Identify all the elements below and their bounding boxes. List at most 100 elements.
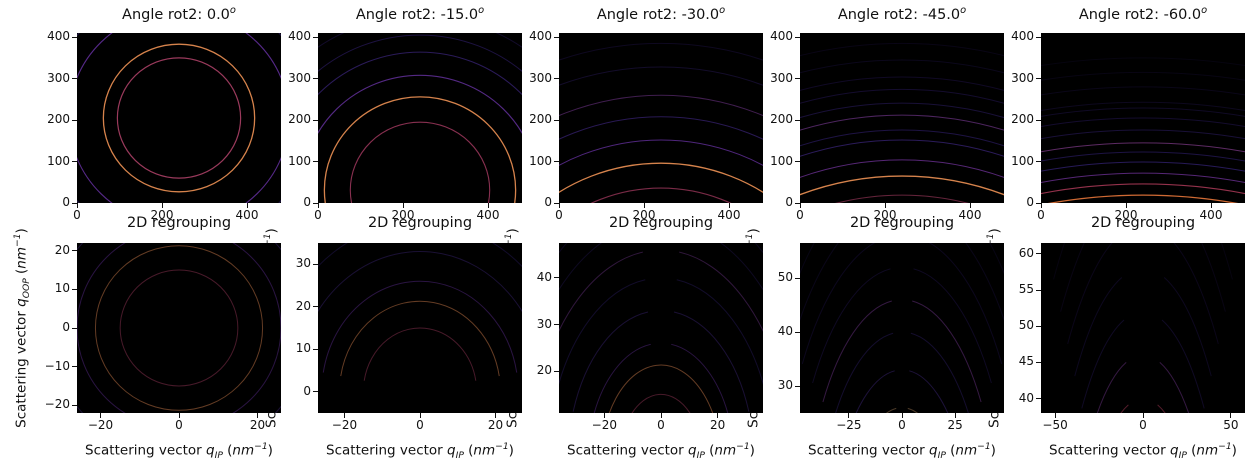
subplot-title: 2D regrouping	[531, 215, 791, 232]
y-tick-label-text: 200	[288, 112, 311, 127]
q-variable: q	[688, 442, 697, 459]
q-subscript: IP	[697, 450, 705, 461]
x-axis-label: Scattering vector qIP (nm−1)	[541, 441, 781, 461]
y-tick-label-text: 55	[1018, 282, 1034, 297]
y-tick-mark	[313, 36, 318, 38]
x-tick-label-text: 0	[416, 418, 424, 432]
degree-superscript-text: o	[229, 5, 236, 16]
subplot-title: 2D regrouping	[49, 215, 309, 232]
y-tick-label-text: 200	[770, 112, 793, 127]
y-tick-mark	[1036, 325, 1041, 327]
unit-exponent: −1	[977, 441, 991, 452]
y-tick-label: 400	[499, 29, 552, 44]
y-tick-mark	[1036, 289, 1041, 291]
y-tick-label: −10	[17, 359, 70, 374]
y-tick-label-text: 0	[1026, 195, 1034, 209]
unit-open: (	[13, 268, 30, 279]
degree-superscript: o	[719, 5, 725, 16]
y-tick-mark	[1036, 36, 1041, 38]
x-tick-label-text: 0	[73, 208, 81, 222]
x-tick-mark	[728, 203, 730, 208]
x-tick-mark	[603, 413, 605, 418]
x-axis-label-text: Scattering vector	[808, 442, 930, 459]
y-tick-mark	[72, 36, 77, 38]
subplot-title-text: Angle rot2: 0.0	[122, 6, 230, 23]
unit-open: (	[463, 442, 474, 459]
y-tick-label-text: 100	[529, 153, 552, 168]
y-tick-label-text: 100	[770, 153, 793, 168]
y-tick-label: 0	[17, 195, 70, 210]
q-variable: q	[13, 298, 30, 307]
y-tick-label: 40	[981, 391, 1034, 406]
y-tick-mark	[554, 277, 559, 279]
x-tick-mark	[161, 203, 163, 208]
unit-exponent: −1	[1218, 441, 1232, 452]
y-tick-label-text: 10	[54, 281, 70, 296]
x-tick-label: 400	[701, 208, 757, 223]
q-subscript-text: IP	[1178, 450, 1187, 462]
x-tick-label-text: 0	[796, 208, 804, 222]
y-tick-mark	[554, 78, 559, 80]
y-tick-mark	[72, 404, 77, 406]
y-tick-mark	[1036, 161, 1041, 163]
y-tick-label: 300	[258, 71, 311, 86]
x-tick-mark	[487, 203, 489, 208]
y-tick-label-text: 400	[288, 29, 311, 44]
x-tick-label-text: 0	[175, 418, 183, 432]
unit-nm: nm	[714, 442, 737, 459]
unit-close: )	[267, 442, 273, 459]
x-axis-label: Scattering vector qIP (nm−1)	[300, 441, 540, 461]
y-tick-label: 200	[499, 112, 552, 127]
y-tick-mark	[795, 119, 800, 121]
x-axis-label: Scattering vector qIP (nm−1)	[59, 441, 299, 461]
detector-image-canvas	[559, 33, 763, 203]
unit-nm: nm	[232, 442, 255, 459]
x-tick-label: 0	[290, 208, 346, 223]
regrouping-image-canvas	[1041, 243, 1245, 413]
x-tick-label: 200	[134, 208, 190, 223]
x-axis-label: Scattering vector qIP (nm−1)	[1023, 441, 1248, 461]
y-tick-mark	[795, 36, 800, 38]
subplot-title-text: 2D regrouping	[367, 215, 473, 231]
x-tick-label-text: −20	[87, 418, 114, 432]
y-tick-label-text: 0	[785, 195, 793, 209]
x-tick-label: 400	[460, 208, 516, 223]
y-tick-label-text: 45	[1018, 354, 1034, 369]
x-tick-label-text: 200	[391, 208, 415, 222]
x-tick-mark	[1040, 203, 1042, 208]
y-tick-label: 400	[17, 29, 70, 44]
x-tick-mark	[1230, 413, 1232, 418]
degree-superscript: o	[230, 5, 236, 16]
x-tick-label: −50	[1027, 418, 1083, 433]
x-tick-label-text: 0	[1139, 418, 1147, 432]
q-variable: q	[206, 442, 215, 459]
y-tick-label-text: 40	[536, 269, 552, 284]
y-tick-mark	[313, 119, 318, 121]
y-tick-label-text: 0	[62, 195, 70, 209]
x-tick-label-text: 0	[898, 418, 906, 432]
y-tick-mark	[554, 36, 559, 38]
y-tick-mark	[1036, 398, 1041, 400]
x-tick-label-text: 200	[1114, 208, 1138, 222]
unit-open: (	[704, 442, 715, 459]
x-tick-mark	[100, 413, 102, 418]
x-tick-label-text: 25	[947, 418, 963, 432]
x-tick-label-text: −20	[591, 418, 617, 432]
unit-nm: nm	[1196, 442, 1219, 459]
y-tick-label: 100	[740, 154, 793, 169]
q-subscript: IP	[938, 450, 946, 461]
x-tick-mark	[1210, 203, 1212, 208]
x-tick-label: 20	[468, 418, 524, 433]
unit-close: )	[508, 442, 514, 459]
y-tick-label: 40	[499, 270, 552, 285]
y-tick-mark	[313, 161, 318, 163]
y-tick-mark	[795, 385, 800, 387]
y-tick-label: 0	[981, 195, 1034, 210]
q-subscript-text: IP	[696, 450, 705, 462]
y-tick-mark	[313, 78, 318, 80]
y-tick-label: 10	[17, 281, 70, 296]
x-axis-label-text: Scattering vector	[1049, 442, 1171, 459]
x-tick-label: 0	[1013, 208, 1069, 223]
x-tick-label-text: 0	[555, 208, 563, 222]
x-tick-label-text: 0	[657, 418, 665, 432]
